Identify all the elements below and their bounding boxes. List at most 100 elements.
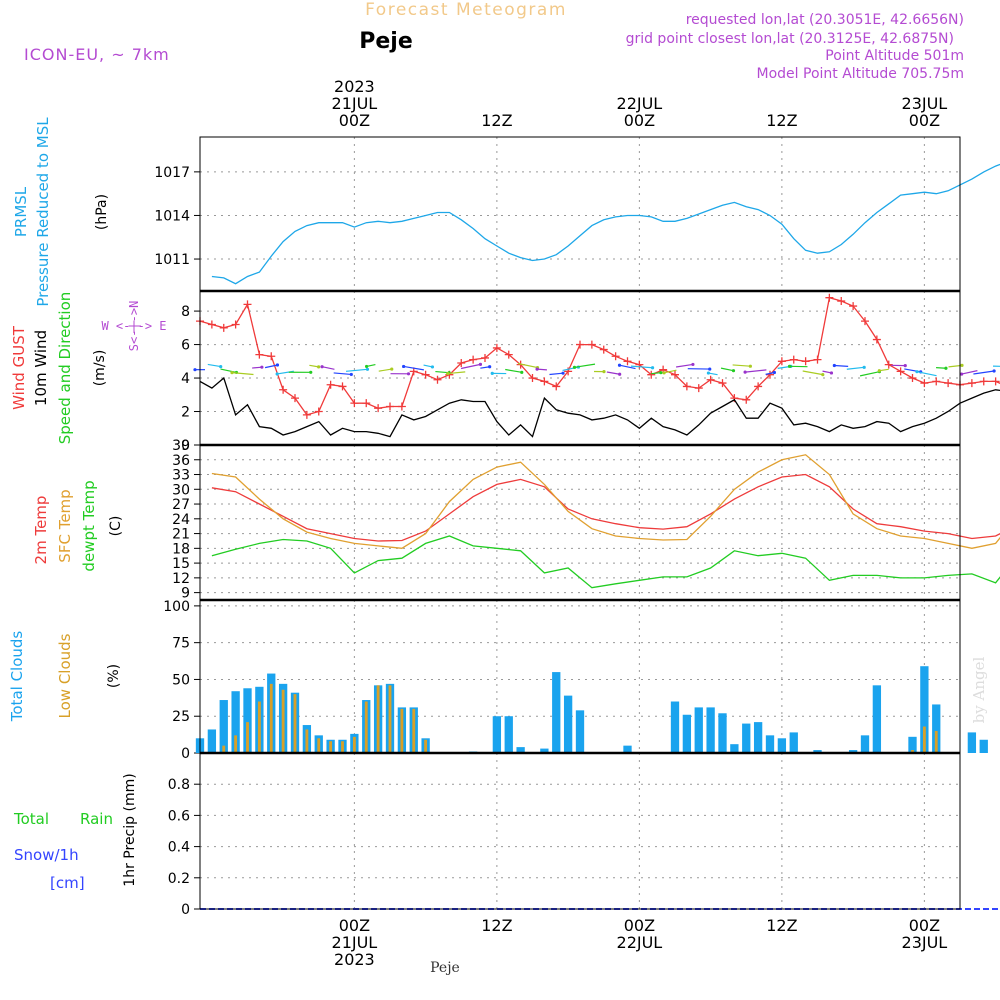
total-cloud-bar (207, 729, 217, 753)
low-cloud-bar (305, 729, 309, 753)
wind-arrow-head (572, 365, 577, 369)
gust-marker (861, 317, 869, 326)
total-cloud-bar (718, 713, 727, 753)
wind-direction-arrow (333, 372, 352, 376)
total-cloud-bar (967, 732, 977, 753)
gust-marker (777, 357, 786, 366)
y-tick-label: 0 (181, 902, 190, 918)
wind-direction-arrow (802, 370, 823, 376)
wind-panel: 0 2 4 6 8 (181, 289, 1000, 454)
gust-marker (908, 374, 917, 383)
y-tick-label: 21 (172, 527, 190, 543)
wind-arrow-head (862, 365, 866, 369)
wind-direction-arrow (961, 370, 978, 375)
gust-marker (576, 340, 584, 349)
total-cloud-bar (563, 695, 573, 753)
y-tick-label: 30 (172, 482, 190, 498)
wind-direction-arrow (505, 368, 522, 373)
gust-marker (884, 360, 893, 369)
y-tick-label: 0.6 (168, 808, 190, 824)
gust-marker (326, 380, 335, 389)
wind-label-gust: Wind GUST (10, 325, 28, 410)
wind-arrow-head (193, 368, 197, 372)
y-tick-label: 18 (172, 541, 190, 557)
wind-direction-arrow (745, 369, 767, 373)
wind-arrow-head (402, 364, 406, 369)
credit-watermark: by Angel (970, 656, 988, 723)
low-cloud-bar (281, 689, 285, 753)
precip-label-rain: Rain (80, 810, 113, 828)
wind-arrow-head (821, 372, 825, 377)
wind-arrow-head (992, 369, 996, 373)
gust-marker (481, 353, 489, 362)
top-time-label: 12Z (481, 111, 512, 130)
gust-marker (967, 379, 976, 388)
total-cloud-bar (706, 707, 715, 753)
total-cloud-bar (777, 738, 787, 753)
gust-marker (552, 382, 561, 391)
bottom-time-label: 00Z (624, 916, 655, 935)
panel-frame (199, 752, 961, 910)
y-tick-label: 0 (181, 746, 190, 762)
y-tick-label: 100 (163, 599, 190, 615)
wind-arrow-head (406, 372, 411, 376)
bottom-time-label: 22JUL (617, 933, 663, 952)
wind-arrow-head (219, 364, 223, 369)
wind-arrow-head (832, 363, 836, 368)
panel-frame (199, 136, 961, 292)
wind-arrow-head (230, 371, 234, 375)
top-time-label: 00Z (339, 111, 370, 130)
bottom-time-label: 12Z (481, 916, 512, 935)
gust-marker (243, 300, 252, 309)
total-cloud-bar (932, 704, 941, 753)
gust-marker (457, 358, 466, 367)
gust-marker (338, 382, 347, 391)
y-tick-label: 1017 (154, 165, 190, 181)
gust-marker (267, 352, 276, 361)
wind-direction-arrow (606, 371, 620, 375)
wind-direction-arrow (447, 371, 466, 375)
y-tick-label: 8 (181, 304, 190, 320)
wind-direction-arrow (732, 364, 751, 367)
low-cloud-bar (922, 726, 926, 753)
total-cloud-bar (813, 750, 822, 753)
temp-unit: (C) (108, 516, 124, 537)
y-tick-label: 0.8 (168, 777, 190, 793)
total-cloud-bar (742, 723, 751, 753)
wind-gust-line (199, 296, 1000, 416)
wind-arrow-head (748, 364, 752, 368)
pressure-panel: 1011 1014 1017 (154, 136, 1000, 292)
total-cloud-bar (670, 701, 680, 753)
precip-label-total: Total (13, 810, 49, 828)
top-time-label: 23JUL (902, 94, 948, 113)
low-cloud-bar (329, 741, 333, 753)
total-cloud-bar (920, 666, 929, 753)
gust-marker (944, 379, 953, 388)
total-cloud-bar (979, 739, 988, 753)
pressure-label-prmsl: PRMSL (12, 186, 30, 237)
gust-marker (742, 395, 751, 404)
wind-arrow-head (309, 370, 313, 374)
gust-marker (979, 377, 988, 386)
low-cloud-bar (424, 739, 428, 753)
gust-marker (789, 355, 798, 364)
total-cloud-bar (789, 732, 798, 753)
wind-direction-arrow (651, 372, 661, 375)
total-cloud-bar (753, 722, 763, 753)
bottom-time-label: 21JUL (332, 933, 378, 952)
total-cloud-bar (492, 716, 502, 753)
y-tick-label: 2 (181, 405, 190, 421)
gust-marker (469, 355, 478, 364)
wind-arrow-head (915, 370, 919, 374)
wind-direction-arrow (403, 365, 424, 371)
precip-label-cm: [cm] (50, 874, 85, 892)
gust-marker (504, 350, 513, 359)
wind-direction-arrow (834, 364, 849, 368)
wind-arrow-head (275, 372, 279, 376)
gust-marker (350, 399, 359, 408)
total-cloud-bar (231, 691, 240, 753)
